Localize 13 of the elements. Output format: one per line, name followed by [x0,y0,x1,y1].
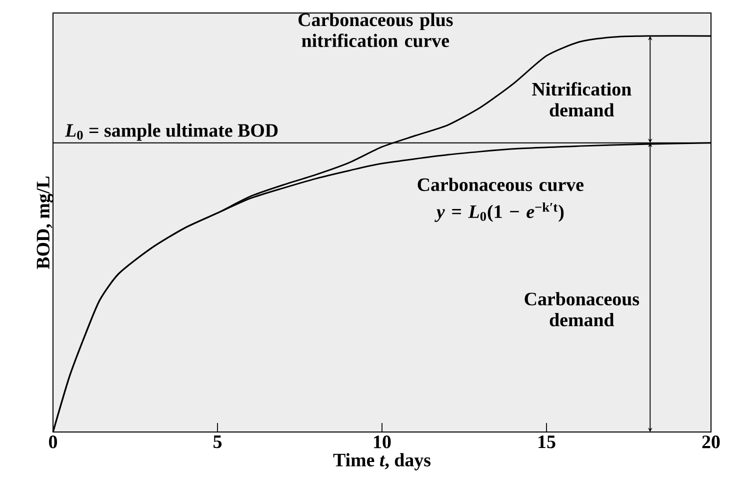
x-tick-label: 10 [374,436,391,448]
annotation: Carbonaceous demand [524,292,640,326]
annotation: Carbonaceous curve [418,178,584,192]
annotation: Carbonaceous plus nitrification curve [298,12,453,48]
x-tick-label: 0 [48,436,57,448]
ref-line-label: L$_{0}$ = sample ultimate BOD [64,124,278,141]
annotation: y = L$_{0}$(1 − e$^{−k′t}$) [434,202,564,222]
x-tick-label: 20 [702,436,720,448]
x-axis-title: Time t, days [333,453,431,470]
x-tick-label: 15 [538,436,556,448]
y-axis-title: BOD, mg/L [36,176,54,269]
x-tick-label: 5 [214,436,222,448]
annotation: Nitrification demand [532,82,632,117]
